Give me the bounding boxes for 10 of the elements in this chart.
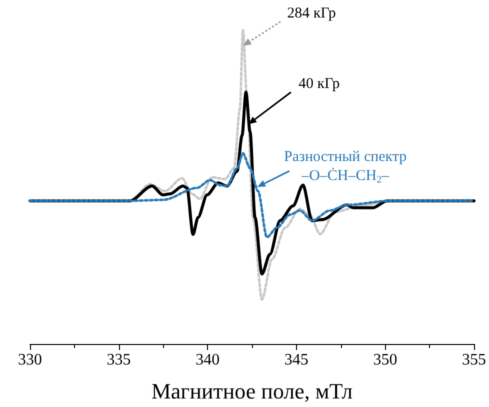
x-axis-title: Магнитное поле, мТл [151,378,353,404]
annotation: 284 кГр [287,6,336,22]
x-tick-label: 345 [284,352,308,368]
x-tick-label: 335 [106,352,131,368]
x-tick-label: 330 [18,352,42,368]
x-tick-label: 340 [196,352,220,368]
annotation: 40 кГр [298,76,340,92]
x-tick-label: 350 [373,352,398,368]
x-tick-label: 355 [462,352,486,368]
annotation: Разностный спектр [284,149,407,165]
